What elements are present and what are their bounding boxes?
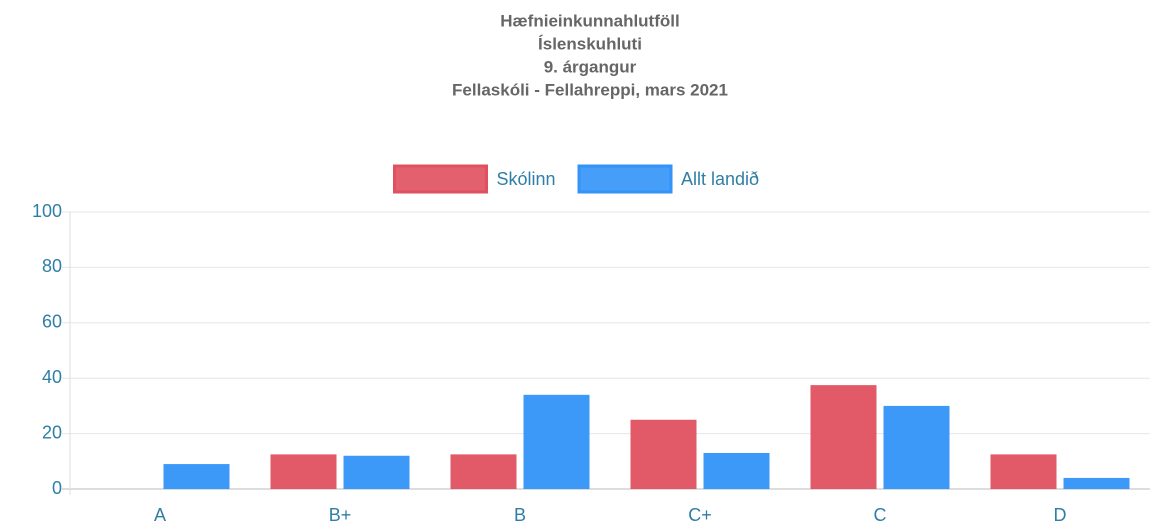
x-tick-label: B bbox=[514, 505, 526, 525]
bar bbox=[883, 405, 950, 489]
y-tick-label: 60 bbox=[42, 312, 62, 332]
y-tick-label: 20 bbox=[42, 422, 62, 442]
chart-title: Fellaskóli - Fellahreppi, mars 2021 bbox=[452, 80, 728, 99]
y-tick-label: 80 bbox=[42, 256, 62, 276]
bar bbox=[1063, 477, 1130, 489]
y-tick-label: 100 bbox=[32, 201, 62, 221]
y-tick-label: 0 bbox=[52, 478, 62, 498]
bar bbox=[163, 464, 230, 489]
legend-label: Allt landið bbox=[681, 169, 759, 189]
bar bbox=[343, 455, 410, 489]
bar bbox=[990, 454, 1057, 489]
legend-swatch bbox=[393, 164, 488, 194]
x-tick-label: D bbox=[1054, 505, 1067, 525]
chart-title: Hæfnieinkunnahlutföll bbox=[500, 11, 679, 30]
chart-title: Íslenskuhluti bbox=[538, 34, 642, 53]
bar bbox=[703, 452, 770, 489]
bar bbox=[270, 454, 337, 489]
bar bbox=[523, 394, 590, 489]
legend-swatch bbox=[577, 164, 673, 194]
chart-title: 9. árgangur bbox=[544, 57, 637, 76]
bar bbox=[450, 454, 517, 489]
bar bbox=[630, 419, 697, 489]
x-tick-label: B+ bbox=[329, 505, 352, 525]
bar bbox=[810, 385, 877, 489]
x-tick-label: A bbox=[154, 505, 166, 525]
y-tick-label: 40 bbox=[42, 367, 62, 387]
legend-label: Skólinn bbox=[497, 169, 556, 189]
x-tick-label: C+ bbox=[688, 505, 712, 525]
x-tick-label: C bbox=[874, 505, 887, 525]
